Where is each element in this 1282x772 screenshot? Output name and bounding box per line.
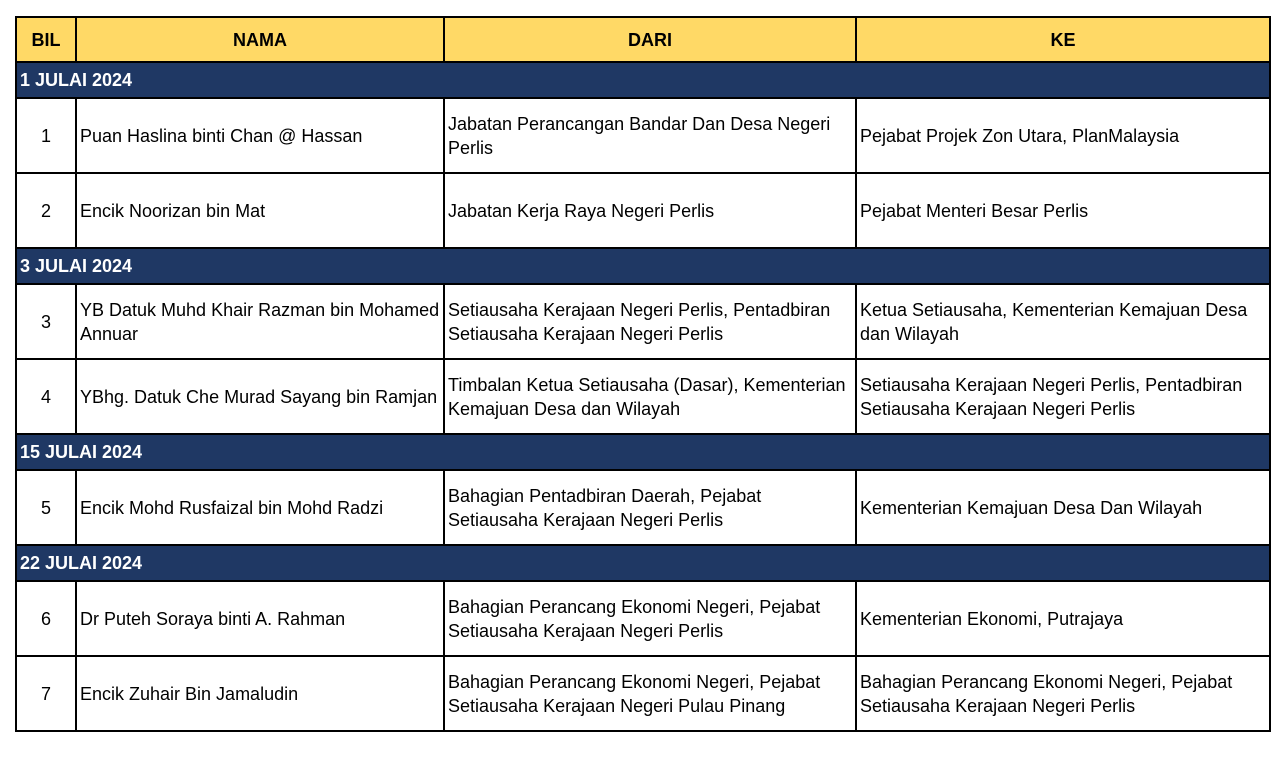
date-row: 15 JULAI 2024: [15, 433, 1271, 471]
table-row: 7 Encik Zuhair Bin Jamaludin Bahagian Pera…: [15, 655, 1271, 732]
cell-ke: Pejabat Projek Zon Utara, PlanMalaysia: [855, 97, 1271, 174]
cell-bil: 7: [15, 655, 77, 732]
cell-dari: Timbalan Ketua Setiausaha (Dasar), Kemen…: [443, 358, 857, 435]
cell-nama: Dr Puteh Soraya binti A. Rahman: [75, 580, 445, 657]
cell-dari: Setiausaha Kerajaan Negeri Perlis, Penta…: [443, 283, 857, 360]
cell-nama: Encik Zuhair Bin Jamaludin: [75, 655, 445, 732]
date-label: 3 JULAI 2024: [15, 247, 1271, 285]
table-row: 1 Puan Haslina binti Chan @ Hassan Jabatan…: [15, 97, 1271, 174]
table-row: 6 Dr Puteh Soraya binti A. Rahman Bahagian…: [15, 580, 1271, 657]
date-label: 15 JULAI 2024: [15, 433, 1271, 471]
date-label: 22 JULAI 2024: [15, 544, 1271, 582]
table-row: 3 YB Datuk Muhd Khair Razman bin Mohamed …: [15, 283, 1271, 360]
cell-ke: Pejabat Menteri Besar Perlis: [855, 172, 1271, 249]
header-nama: NAMA: [75, 16, 445, 63]
header-row: BIL NAMA DARI KE: [15, 16, 1271, 63]
date-label: 1 JULAI 2024: [15, 61, 1271, 99]
cell-ke: Bahagian Perancang Ekonomi Negeri, Pejab…: [855, 655, 1271, 732]
date-row: 3 JULAI 2024: [15, 247, 1271, 285]
cell-dari: Jabatan Kerja Raya Negeri Perlis: [443, 172, 857, 249]
header-ke: KE: [855, 16, 1271, 63]
date-row: 1 JULAI 2024: [15, 61, 1271, 99]
header-dari: DARI: [443, 16, 857, 63]
date-row: 22 JULAI 2024: [15, 544, 1271, 582]
cell-bil: 6: [15, 580, 77, 657]
cell-bil: 4: [15, 358, 77, 435]
cell-ke: Setiausaha Kerajaan Negeri Perlis, Penta…: [855, 358, 1271, 435]
header-bil: BIL: [15, 16, 77, 63]
table-row: 4 YBhg. Datuk Che Murad Sayang bin Ramjan…: [15, 358, 1271, 435]
cell-nama: Encik Mohd Rusfaizal bin Mohd Radzi: [75, 469, 445, 546]
cell-ke: Ketua Setiausaha, Kementerian Kemajuan D…: [855, 283, 1271, 360]
cell-bil: 5: [15, 469, 77, 546]
cell-bil: 2: [15, 172, 77, 249]
cell-nama: Puan Haslina binti Chan @ Hassan: [75, 97, 445, 174]
table-row: 2 Encik Noorizan bin Mat Jabatan Kerja Ray…: [15, 172, 1271, 249]
table-row: 5 Encik Mohd Rusfaizal bin Mohd Radzi Baha…: [15, 469, 1271, 546]
cell-ke: Kementerian Kemajuan Desa Dan Wilayah: [855, 469, 1271, 546]
cell-nama: Encik Noorizan bin Mat: [75, 172, 445, 249]
cell-dari: Bahagian Pentadbiran Daerah, Pejabat Set…: [443, 469, 857, 546]
cell-dari: Jabatan Perancangan Bandar Dan Desa Nege…: [443, 97, 857, 174]
cell-dari: Bahagian Perancang Ekonomi Negeri, Pejab…: [443, 580, 857, 657]
cell-ke: Kementerian Ekonomi, Putrajaya: [855, 580, 1271, 657]
cell-bil: 3: [15, 283, 77, 360]
cell-nama: YBhg. Datuk Che Murad Sayang bin Ramjan: [75, 358, 445, 435]
cell-nama: YB Datuk Muhd Khair Razman bin Mohamed A…: [75, 283, 445, 360]
cell-bil: 1: [15, 97, 77, 174]
cell-dari: Bahagian Perancang Ekonomi Negeri, Pejab…: [443, 655, 857, 732]
transfer-table: BIL NAMA DARI KE 1 JULAI 2024 1 Puan Hasli…: [15, 16, 1271, 732]
